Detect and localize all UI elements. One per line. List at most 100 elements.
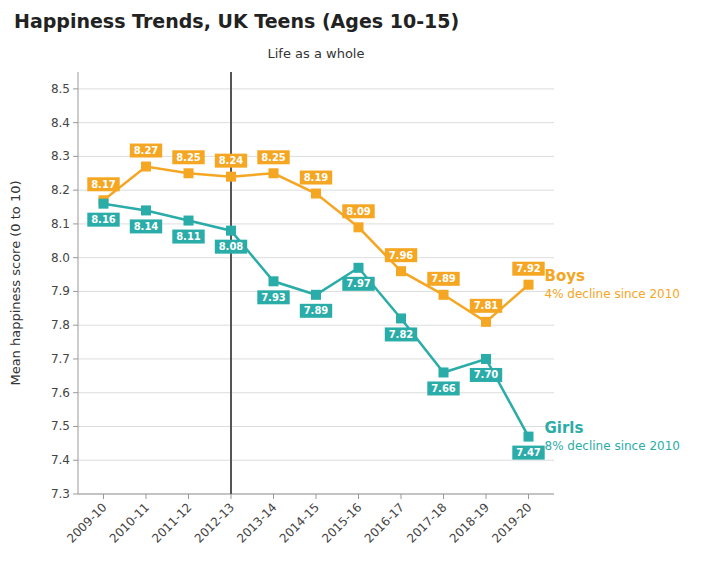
data-label: 7.89 [304, 305, 329, 316]
data-label-box [300, 304, 332, 318]
reference-line [230, 72, 232, 494]
data-label-box [215, 154, 247, 168]
x-tick [401, 494, 402, 499]
y-tick-label: 8.0 [51, 251, 70, 265]
data-label-box [87, 213, 119, 227]
data-label-box [172, 150, 204, 164]
x-tick-label: 2012-13 [192, 500, 237, 545]
data-label-box [342, 277, 374, 291]
data-label: 7.47 [516, 447, 541, 458]
y-tick-label: 8.2 [51, 183, 70, 197]
y-tick [73, 190, 78, 191]
data-label: 8.25 [261, 152, 286, 163]
grid-line [78, 88, 554, 89]
marker [439, 290, 449, 300]
data-label-box [470, 368, 502, 382]
background [0, 0, 714, 572]
marker [226, 226, 236, 236]
x-tick [316, 494, 317, 499]
x-tick-label: 2010-11 [107, 500, 152, 545]
grid-line [78, 460, 554, 461]
x-tick [273, 494, 274, 499]
subtitle: Life as a whole [268, 46, 365, 61]
x-tick-label: 2011-12 [149, 500, 194, 545]
data-label-box [385, 327, 417, 341]
y-tick [73, 257, 78, 258]
data-label: 7.96 [389, 250, 414, 261]
data-label-box [470, 299, 502, 313]
y-tick [73, 426, 78, 427]
marker [354, 263, 364, 273]
x-tick [103, 494, 104, 499]
chart: Happiness Trends, UK Teens (Ages 10-15) L… [0, 0, 714, 572]
data-label: 8.27 [134, 145, 159, 156]
series-line [104, 167, 529, 322]
data-label: 7.82 [389, 329, 414, 340]
data-label-box [130, 144, 162, 158]
data-label-box [427, 272, 459, 286]
data-label-box [215, 240, 247, 254]
x-tick [188, 494, 189, 499]
marker [524, 432, 534, 442]
grid-line [78, 426, 554, 427]
data-label-box [87, 177, 119, 191]
data-label: 7.89 [431, 273, 456, 284]
data-label-box [385, 248, 417, 262]
data-label: 7.93 [261, 292, 286, 303]
data-label: 8.08 [219, 241, 244, 252]
marker [141, 162, 151, 172]
data-label-box [300, 171, 332, 185]
title: Happiness Trends, UK Teens (Ages 10-15) [14, 10, 459, 32]
marker [99, 199, 109, 209]
y-tick-label: 7.7 [51, 352, 70, 366]
marker [184, 168, 194, 178]
labels: 8.178.278.258.248.258.198.097.967.897.81… [87, 144, 680, 460]
y-tick-label: 7.5 [51, 419, 70, 433]
marker [396, 313, 406, 323]
x-tick [528, 494, 529, 499]
data-label-box [427, 381, 459, 395]
x-tick-label: 2014-15 [277, 500, 322, 545]
data-label-box [512, 262, 544, 276]
y-tick [73, 156, 78, 157]
y-tick-label: 7.8 [51, 318, 70, 332]
x-tick [146, 494, 147, 499]
y-tick-label: 7.3 [51, 487, 70, 501]
data-label: 7.97 [346, 278, 371, 289]
x-axis: 2009-102010-112011-122012-132013-142014-… [64, 494, 554, 546]
y-tick [73, 291, 78, 292]
grid-line [78, 392, 554, 393]
y-tick-label: 8.1 [51, 217, 70, 231]
marker [481, 354, 491, 364]
y-tick [73, 494, 78, 495]
y-tick [73, 122, 78, 123]
data-label: 8.19 [304, 172, 329, 183]
grid-line [78, 122, 554, 123]
data-label-box [257, 150, 289, 164]
data-label: 8.17 [91, 179, 116, 190]
marker [311, 189, 321, 199]
x-tick [231, 494, 232, 499]
data-label: 7.81 [474, 300, 499, 311]
x-tick-label: 2009-10 [64, 500, 109, 545]
y-tick [73, 460, 78, 461]
x-tick-label: 2019-20 [489, 500, 534, 545]
y-tick-label: 7.6 [51, 386, 70, 400]
y-tick [73, 392, 78, 393]
marker [269, 276, 279, 286]
data-label: 8.25 [176, 152, 201, 163]
x-tick-label: 2016-17 [362, 500, 407, 545]
data-label-box [172, 230, 204, 244]
marker [226, 172, 236, 182]
data-label: 7.70 [474, 369, 499, 380]
y-tick-label: 8.3 [51, 149, 70, 163]
annotation: 8% decline since 2010 [545, 439, 680, 453]
series-name-label: Girls [545, 419, 584, 437]
x-tick [358, 494, 359, 499]
y-tick-label: 7.4 [51, 453, 70, 467]
y-tick-label: 8.4 [51, 116, 70, 130]
data-label-box [342, 204, 374, 218]
data-label: 7.66 [431, 383, 456, 394]
data-label-box [130, 219, 162, 233]
x-tick-label: 2013-14 [234, 500, 279, 545]
